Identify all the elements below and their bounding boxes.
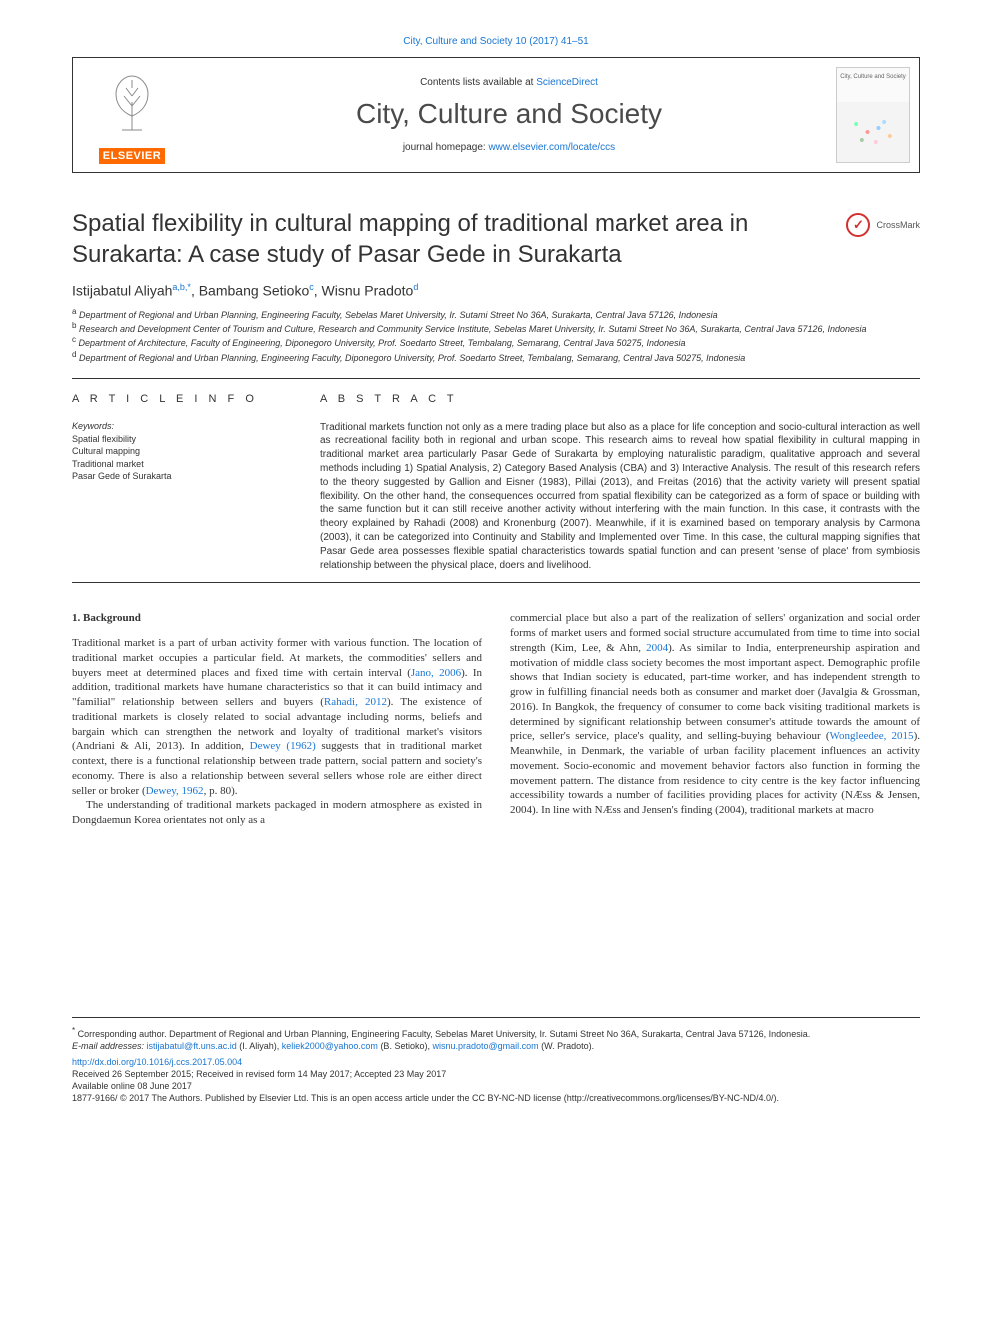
corr-text: Corresponding author. Department of Regi… [75,1029,810,1039]
crossmark-label: CrossMark [876,220,920,230]
doi-link[interactable]: http://dx.doi.org/10.1016/j.ccs.2017.05.… [72,1057,920,1069]
email-link[interactable]: keliek2000@yahoo.com [282,1041,378,1051]
author-1-aff-link[interactable]: a,b, [172,282,187,292]
keyword: Pasar Gede of Surakarta [72,470,292,483]
keyword: Cultural mapping [72,445,292,458]
corresponding-note: * Corresponding author. Department of Re… [72,1026,920,1041]
email-label: E-mail addresses: [72,1041,147,1051]
aff-text: Department of Regional and Urban Plannin… [79,310,718,320]
journal-cover-thumbnail: City, Culture and Society [836,67,910,163]
cover-cell: City, Culture and Society [827,58,919,172]
header-center: Contents lists available at ScienceDirec… [191,58,827,172]
email-line: E-mail addresses: istijabatul@ft.uns.ac.… [72,1041,920,1053]
cover-title: City, Culture and Society [837,74,909,80]
contents-line: Contents lists available at ScienceDirec… [420,77,598,88]
affiliations: a Department of Regional and Urban Plann… [72,307,920,364]
homepage-prefix: journal homepage: [403,142,489,153]
footnotes: * Corresponding author. Department of Re… [72,1017,920,1104]
body-col-1: 1. Background Traditional market is a pa… [72,611,482,999]
article-info-column: A R T I C L E I N F O Keywords: Spatial … [72,393,292,573]
abstract-text: Traditional markets function not only as… [320,421,920,573]
elsevier-wordmark: ELSEVIER [99,148,165,164]
article-info-heading: A R T I C L E I N F O [72,393,292,405]
email-link[interactable]: istijabatul@ft.uns.ac.id [147,1041,237,1051]
publisher-cell: ELSEVIER [73,58,191,172]
author-list: Istijabatul Aliyaha,b,*, Bambang Setioko… [72,282,920,299]
crossmark-icon: ✓ [846,213,870,237]
body-columns: 1. Background Traditional market is a pa… [72,611,920,999]
affiliation-a: a Department of Regional and Urban Plann… [72,307,920,321]
aff-sup: d [72,350,76,359]
author-1: Istijabatul Aliyah [72,283,172,299]
abstract-heading: A B S T R A C T [320,393,920,405]
author-3-aff-link[interactable]: d [413,282,418,292]
homepage-line: journal homepage: www.elsevier.com/locat… [403,142,615,153]
elsevier-tree-icon [102,66,162,134]
journal-header-box: ELSEVIER Contents lists available at Sci… [72,57,920,173]
crossmark-badge[interactable]: ✓ CrossMark [846,213,920,237]
rule-bottom [72,582,920,583]
section-1-heading: 1. Background [72,611,482,626]
keywords-label: Keywords: [72,421,292,431]
abstract-column: A B S T R A C T Traditional markets func… [320,393,920,573]
body-col-2: commercial place but also a part of the … [510,611,920,999]
aff-text: Department of Regional and Urban Plannin… [79,353,745,363]
contents-prefix: Contents lists available at [420,77,536,88]
aff-sup: c [72,335,76,344]
homepage-link[interactable]: www.elsevier.com/locate/ccs [488,142,615,153]
aff-sup: a [72,307,76,316]
email-person: (W. Pradoto). [539,1041,595,1051]
aff-text: Department of Architecture, Faculty of E… [79,338,686,348]
email-person: (I. Aliyah), [237,1041,282,1051]
body-p: Traditional market is a part of urban ac… [72,636,482,798]
keywords-list: Spatial flexibility Cultural mapping Tra… [72,433,292,483]
keyword: Spatial flexibility [72,433,292,446]
sciencedirect-link[interactable]: ScienceDirect [536,77,598,88]
keyword: Traditional market [72,458,292,471]
journal-name: City, Culture and Society [356,98,662,130]
aff-text: Research and Development Center of Touri… [79,324,867,334]
affiliation-d: d Department of Regional and Urban Plann… [72,350,920,364]
history-line: Received 26 September 2015; Received in … [72,1069,920,1081]
aff-sup: b [72,321,76,330]
copyright-line: 1877-9166/ © 2017 The Authors. Published… [72,1093,920,1105]
affiliation-b: b Research and Development Center of Tou… [72,321,920,335]
affiliation-c: c Department of Architecture, Faculty of… [72,335,920,349]
author-3: , Wisnu Pradoto [314,283,414,299]
body-p: commercial place but also a part of the … [510,611,920,817]
email-link[interactable]: wisnu.pradoto@gmail.com [432,1041,538,1051]
author-2: , Bambang Setioko [191,283,309,299]
cover-dots-icon [845,112,901,152]
online-line: Available online 08 June 2017 [72,1081,920,1093]
top-citation: City, Culture and Society 10 (2017) 41–5… [72,36,920,47]
email-person: (B. Setioko), [378,1041,433,1051]
article-title: Spatial flexibility in cultural mapping … [72,209,830,270]
body-p: The understanding of traditional markets… [72,798,482,827]
